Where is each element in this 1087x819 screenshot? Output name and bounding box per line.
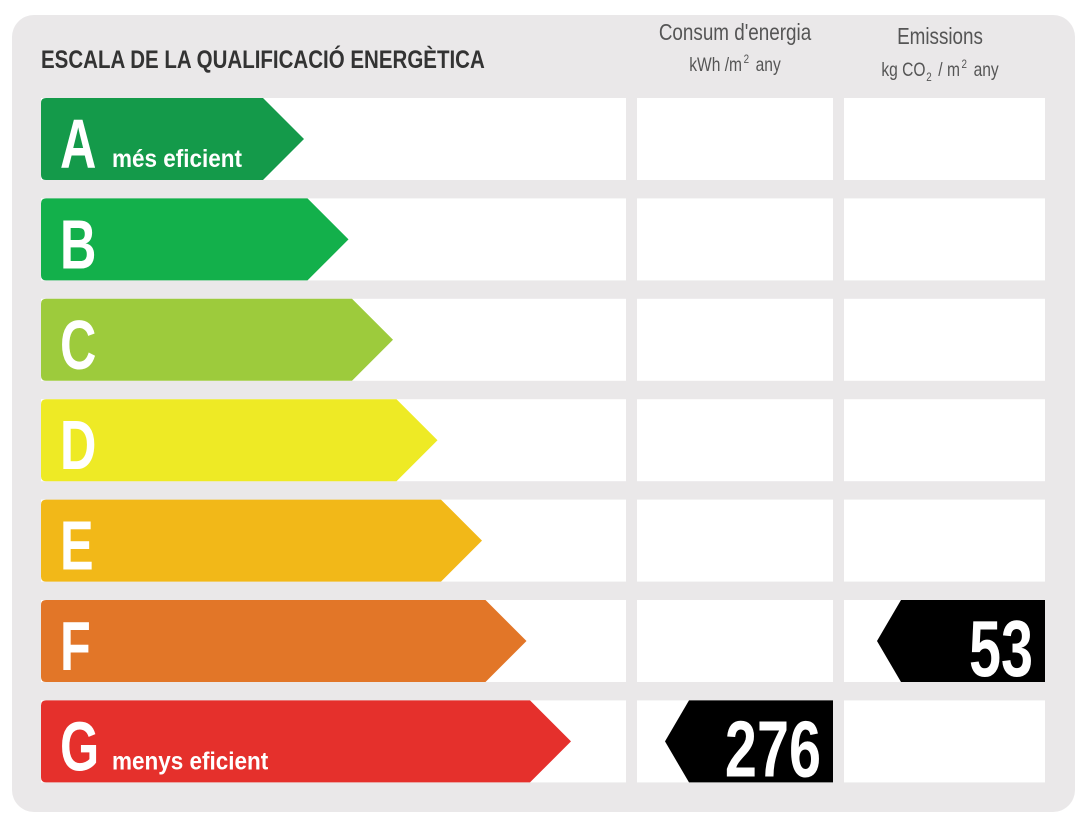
value-cell [844,298,1045,381]
class-letter: B [60,205,96,283]
class-arrow [41,499,482,582]
unit-text: any [974,59,999,81]
class-letter: A [60,105,96,183]
class-note: menys eficient [112,747,268,775]
value-cell [844,499,1045,582]
value-cell [844,98,1045,180]
value-cell [637,298,833,381]
label-title: ESCALA DE LA QUALIFICACIÓ ENERGÈTICA [41,45,485,73]
class-letter: G [60,707,99,785]
column-title: Consum d'energia [659,20,812,45]
class-letter: C [60,306,96,384]
unit-text: kg CO [881,59,925,81]
unit-superscript: 2 [962,58,967,71]
class-letter: D [60,406,96,484]
value-cell [844,399,1045,482]
unit-text: any [756,54,781,76]
rating-value: 276 [725,704,821,794]
class-arrow [41,198,349,281]
unit-text: kWh /m [689,54,742,76]
unit-text: / m [938,59,960,81]
value-cell [637,399,833,482]
value-cell [637,198,833,281]
column-unit: kWh /m 2 any [689,53,781,75]
rating-value: 53 [969,604,1033,694]
column-unit: kg CO2/ m 2 any [881,58,999,84]
class-note: més eficient [112,145,242,173]
class-arrow [41,700,571,783]
unit-subscript: 2 [926,71,931,84]
value-cell [844,700,1045,783]
class-arrow [41,399,438,482]
class-letter: E [60,506,94,584]
value-cell [637,600,833,682]
value-cell [637,98,833,180]
class-letter: F [60,607,91,685]
rating-arrow [877,600,1045,682]
class-arrow [41,98,304,180]
unit-superscript: 2 [744,53,749,66]
rating-arrow [665,700,833,783]
class-arrow [41,600,527,682]
class-arrow [41,298,393,381]
value-cell [637,499,833,582]
value-cell [844,198,1045,281]
column-title: Emissions [897,24,983,49]
